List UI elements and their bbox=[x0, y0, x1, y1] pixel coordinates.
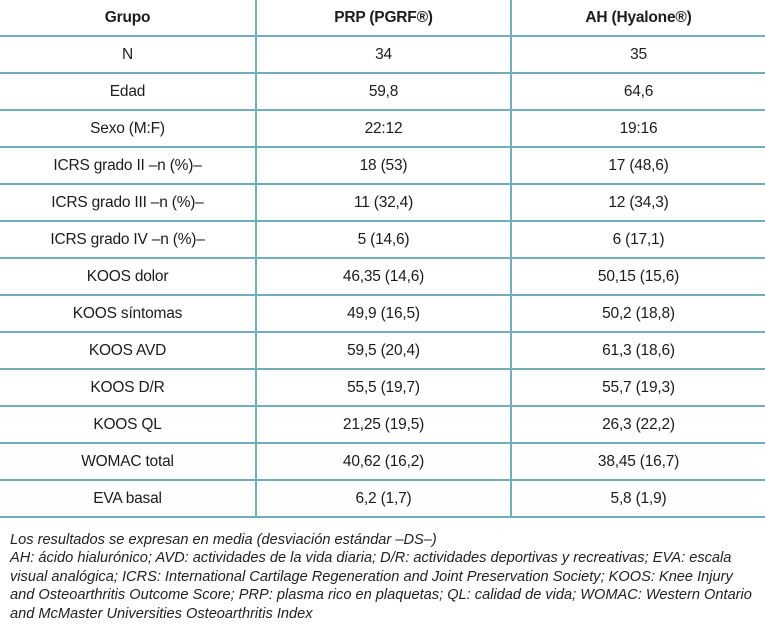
ah-value: 26,3 (22,2) bbox=[510, 407, 765, 444]
ah-value: 17 (48,6) bbox=[510, 148, 765, 185]
prp-value: 34 bbox=[255, 37, 510, 74]
row-label: ICRS grado II –n (%)– bbox=[0, 148, 255, 185]
ah-value: 6 (17,1) bbox=[510, 222, 765, 259]
row-label: KOOS AVD bbox=[0, 333, 255, 370]
column-header-prp: PRP (PGRF®) bbox=[255, 0, 510, 37]
ah-value: 55,7 (19,3) bbox=[510, 370, 765, 407]
ah-value: 61,3 (18,6) bbox=[510, 333, 765, 370]
row-label: ICRS grado III –n (%)– bbox=[0, 185, 255, 222]
row-label: Edad bbox=[0, 74, 255, 111]
row-label: KOOS QL bbox=[0, 407, 255, 444]
prp-value: 21,25 (19,5) bbox=[255, 407, 510, 444]
ah-value: 12 (34,3) bbox=[510, 185, 765, 222]
ah-value: 35 bbox=[510, 37, 765, 74]
ah-value: 38,45 (16,7) bbox=[510, 444, 765, 481]
row-label: KOOS D/R bbox=[0, 370, 255, 407]
row-label: Sexo (M:F) bbox=[0, 111, 255, 148]
prp-value: 59,8 bbox=[255, 74, 510, 111]
prp-value: 59,5 (20,4) bbox=[255, 333, 510, 370]
row-label: ICRS grado IV –n (%)– bbox=[0, 222, 255, 259]
results-table: Grupo PRP (PGRF®) AH (Hyalone®) N 34 35 … bbox=[0, 0, 765, 518]
prp-value: 55,5 (19,7) bbox=[255, 370, 510, 407]
column-header-ah: AH (Hyalone®) bbox=[510, 0, 765, 37]
prp-value: 5 (14,6) bbox=[255, 222, 510, 259]
ah-value: 50,15 (15,6) bbox=[510, 259, 765, 296]
abbreviations-note: AH: ácido hialurónico; AVD: actividades … bbox=[10, 550, 752, 622]
prp-value: 11 (32,4) bbox=[255, 185, 510, 222]
ah-value: 50,2 (18,8) bbox=[510, 296, 765, 333]
table-footnotes: Los resultados se expresan en media (des… bbox=[0, 531, 765, 623]
row-label: WOMAC total bbox=[0, 444, 255, 481]
prp-value: 40,62 (16,2) bbox=[255, 444, 510, 481]
row-label: EVA basal bbox=[0, 481, 255, 518]
column-header-grupo: Grupo bbox=[0, 0, 255, 37]
prp-value: 46,35 (14,6) bbox=[255, 259, 510, 296]
row-label: KOOS dolor bbox=[0, 259, 255, 296]
ah-value: 5,8 (1,9) bbox=[510, 481, 765, 518]
results-note: Los resultados se expresan en media (des… bbox=[10, 532, 437, 548]
prp-value: 49,9 (16,5) bbox=[255, 296, 510, 333]
prp-value: 18 (53) bbox=[255, 148, 510, 185]
row-label: KOOS síntomas bbox=[0, 296, 255, 333]
ah-value: 64,6 bbox=[510, 74, 765, 111]
row-label: N bbox=[0, 37, 255, 74]
ah-value: 19:16 bbox=[510, 111, 765, 148]
prp-value: 22:12 bbox=[255, 111, 510, 148]
prp-value: 6,2 (1,7) bbox=[255, 481, 510, 518]
